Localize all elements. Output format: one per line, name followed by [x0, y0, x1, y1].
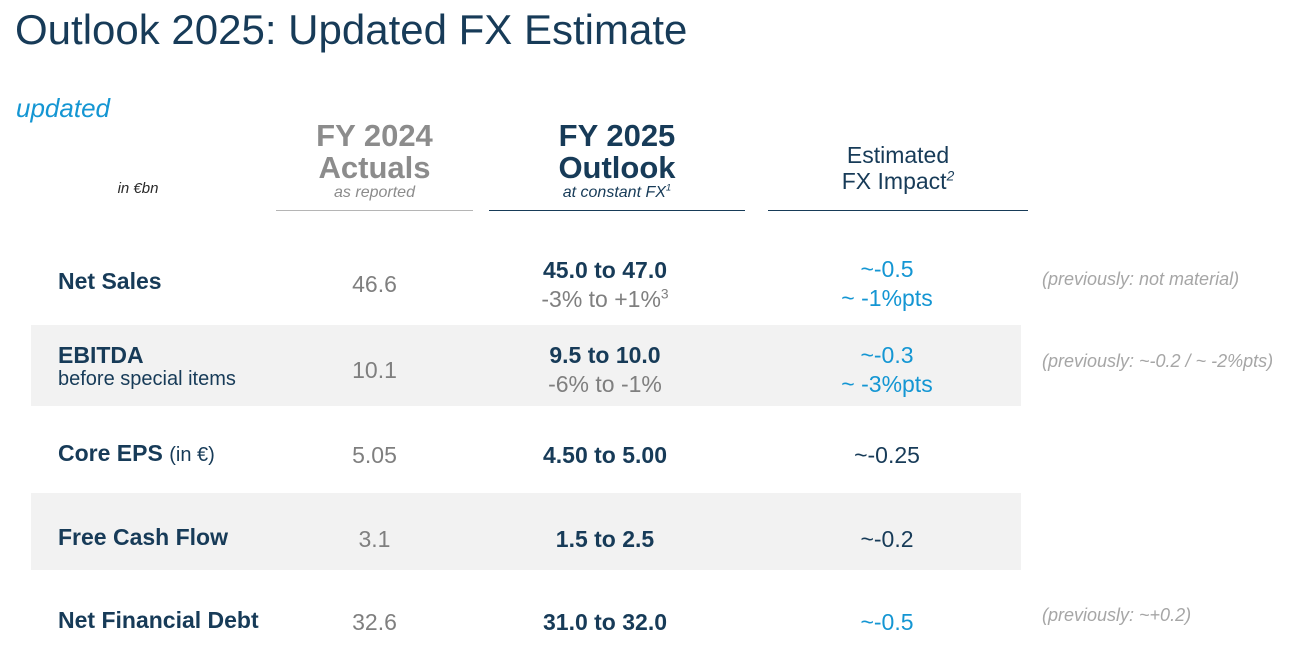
row-outlook-growth-ebitda: -6% to -1% [548, 371, 662, 397]
row-label-ebitda: EBITDA [58, 342, 144, 368]
header-fx-line1: Estimated [846, 142, 950, 168]
row-note-ebitda: (previously: ~-0.2 / ~ -2%pts) [1042, 351, 1274, 371]
header-fy2025: FY 2025 Outlook at constant FX1 [489, 118, 745, 202]
row-outlook-net-sales: 45.0 to 47.0 [542, 257, 668, 283]
row-outlook-net-financial-debt: 31.0 to 32.0 [542, 609, 668, 635]
unit-label: in €bn [117, 180, 159, 197]
header-fx-line2-text: FX Impact [841, 168, 947, 194]
row-fx-pts-ebitda: ~ -3%pts [841, 371, 933, 397]
row-actual-net-financial-debt: 32.6 [352, 609, 397, 635]
row-fx-free-cash-flow: ~-0.2 [860, 526, 914, 552]
header-fx-impact: Estimated FX Impact2 [768, 142, 1028, 194]
row-sublabel-ebitda: before special items [58, 368, 236, 390]
header-fy2024-sub: as reported [334, 184, 415, 201]
updated-tag: updated [16, 93, 110, 123]
row-outlook-ebitda: 9.5 to 10.0 [549, 342, 661, 368]
row-label-core-eps: Core EPS (in €) [58, 440, 215, 467]
row-fx-ebitda: ~-0.3 [860, 342, 914, 368]
header-fy2024: FY 2024 Actuals as reported [276, 118, 473, 202]
footnote-3: 3 [660, 286, 669, 302]
header-fy2025-line2: Outlook [558, 150, 676, 185]
row-actual-free-cash-flow: 3.1 [358, 526, 391, 552]
header-fx-line2: FX Impact2 [768, 168, 1028, 194]
row-fx-pts-net-sales: ~ -1%pts [841, 285, 933, 311]
row-outlook-core-eps: 4.50 to 5.00 [542, 442, 668, 468]
header-fy2025-sub-text: at constant FX [562, 184, 666, 201]
row-band-free-cash-flow [31, 493, 1021, 570]
row-outlook-growth-net-sales: -3% to +1%3 [489, 286, 721, 313]
row-actual-ebitda: 10.1 [352, 357, 397, 383]
row-outlook-growth-net-sales-text: -3% to +1% [541, 286, 661, 312]
row-fx-net-financial-debt: ~-0.5 [860, 609, 914, 635]
footnote-2: 2 [946, 168, 955, 184]
row-label-core-eps-text: Core EPS [58, 440, 163, 466]
row-outlook-free-cash-flow: 1.5 to 2.5 [555, 526, 655, 552]
row-note-net-financial-debt: (previously: ~+0.2) [1042, 605, 1192, 625]
row-label-net-financial-debt: Net Financial Debt [58, 607, 259, 633]
header-fy2024-rule [276, 210, 473, 211]
row-actual-net-sales: 46.6 [352, 271, 397, 297]
page-title: Outlook 2025: Updated FX Estimate [15, 6, 688, 53]
row-actual-core-eps: 5.05 [352, 442, 397, 468]
row-label-net-sales: Net Sales [58, 268, 162, 294]
row-fx-net-sales: ~-0.5 [860, 256, 914, 282]
row-label-free-cash-flow: Free Cash Flow [58, 524, 228, 550]
header-fy2025-sub: at constant FX1 [489, 182, 745, 201]
row-note-net-sales: (previously: not material) [1042, 269, 1240, 289]
footnote-1: 1 [665, 182, 672, 194]
header-fy2025-rule [489, 210, 745, 211]
header-fy2024-line1: FY 2024 [316, 118, 433, 153]
header-fy2024-line2: Actuals [318, 150, 431, 185]
header-fx-rule [768, 210, 1028, 211]
row-band-ebitda [31, 325, 1021, 406]
row-label-core-eps-suffix: (in €) [169, 444, 215, 466]
row-fx-core-eps: ~-0.25 [854, 442, 920, 468]
header-fy2025-line1: FY 2025 [558, 118, 676, 153]
